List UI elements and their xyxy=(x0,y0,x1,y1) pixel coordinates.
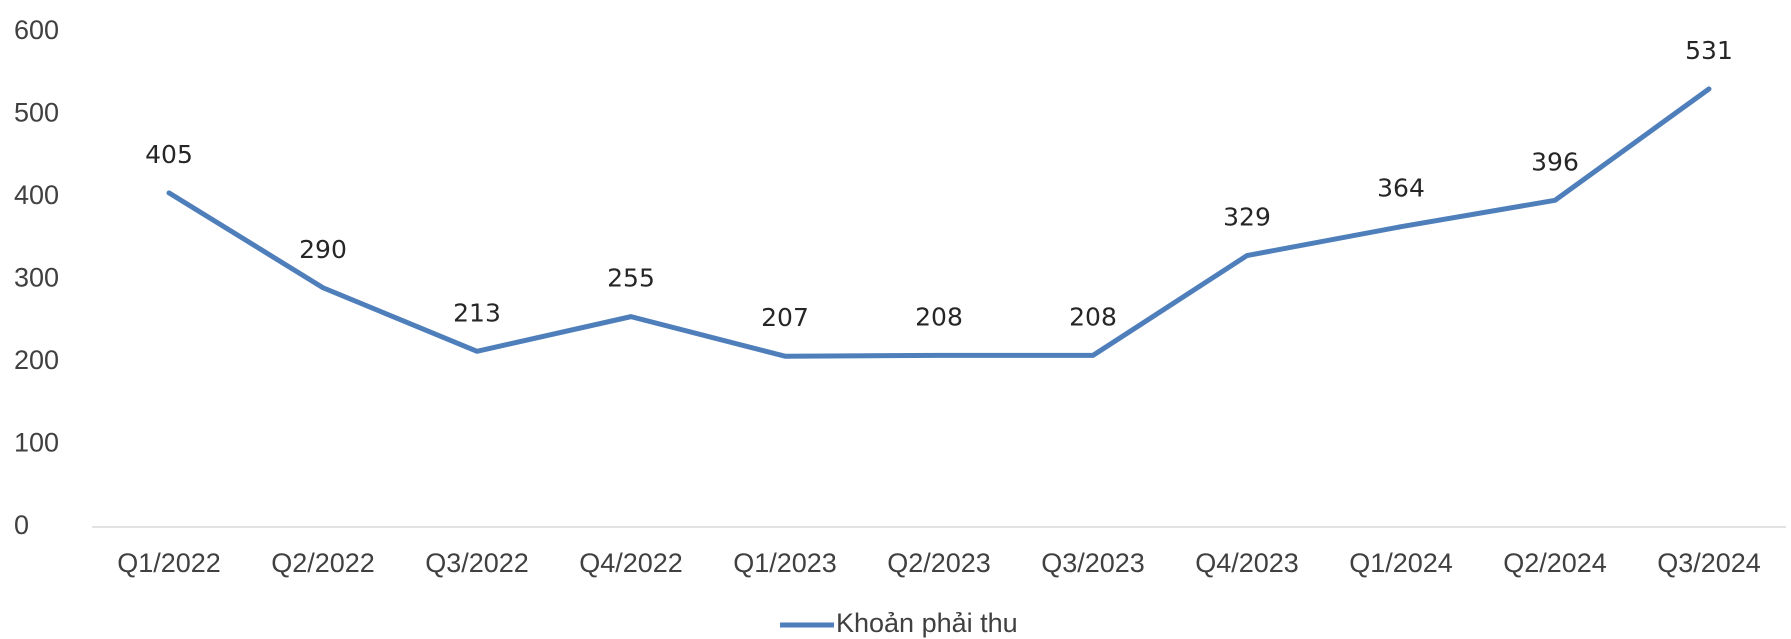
y-tick-label: 600 xyxy=(14,15,59,45)
x-tick-label: Q4/2023 xyxy=(1195,548,1299,578)
data-label: 290 xyxy=(299,235,347,264)
x-tick-label: Q3/2022 xyxy=(425,548,529,578)
data-label: 255 xyxy=(607,264,655,293)
x-tick-label: Q1/2023 xyxy=(733,548,837,578)
data-label: 207 xyxy=(761,303,809,332)
x-tick-label: Q3/2024 xyxy=(1657,548,1761,578)
data-label: 364 xyxy=(1377,174,1425,203)
line-series xyxy=(166,86,1712,359)
y-tick-label: 300 xyxy=(14,263,59,293)
data-label: 531 xyxy=(1685,36,1733,65)
x-tick-label: Q4/2022 xyxy=(579,548,683,578)
data-label: 208 xyxy=(1069,302,1117,331)
x-tick-label: Q3/2023 xyxy=(1041,548,1145,578)
legend-label: Khoản phải thu xyxy=(836,608,1018,638)
y-tick-label: 100 xyxy=(14,428,59,458)
y-tick-label: 400 xyxy=(14,180,59,210)
y-tick-label: 0 xyxy=(14,510,29,540)
x-tick-label: Q2/2023 xyxy=(887,548,991,578)
data-label: 405 xyxy=(145,140,193,169)
x-tick-label: Q2/2022 xyxy=(271,548,375,578)
y-tick-label: 500 xyxy=(14,98,59,128)
y-tick-label: 200 xyxy=(14,345,59,375)
data-label: 329 xyxy=(1223,203,1271,232)
x-tick-label: Q1/2024 xyxy=(1349,548,1453,578)
data-label: 396 xyxy=(1531,147,1579,176)
x-tick-label: Q1/2022 xyxy=(117,548,221,578)
x-tick-label: Q2/2024 xyxy=(1503,548,1607,578)
data-label: 208 xyxy=(915,302,963,331)
data-label: 213 xyxy=(453,298,501,327)
